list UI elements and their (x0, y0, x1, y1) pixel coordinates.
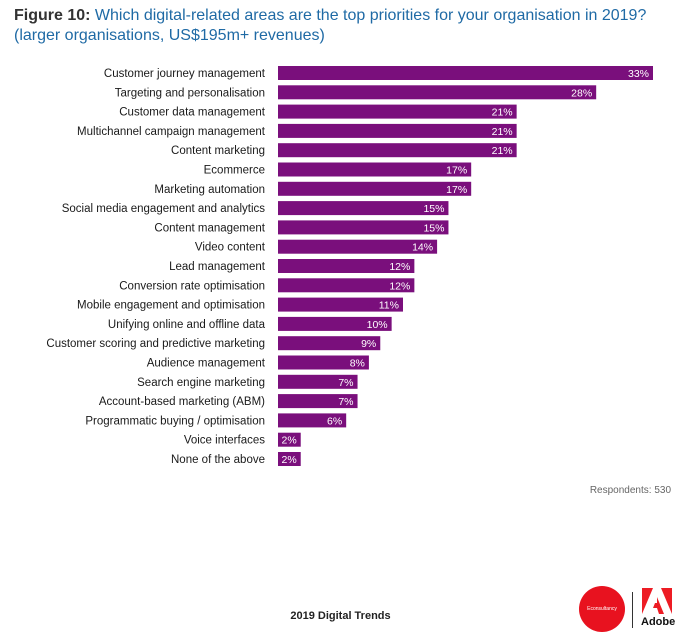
bar (278, 104, 517, 119)
value-label: 6% (327, 415, 342, 427)
category-label: Video content (195, 242, 266, 254)
value-label: 21% (492, 145, 513, 157)
value-label: 7% (338, 396, 353, 408)
bar (278, 259, 415, 273)
value-label: 10% (367, 319, 388, 331)
bar (278, 413, 347, 428)
bar (278, 220, 449, 235)
value-label: 15% (423, 222, 444, 234)
figure-subtitle: (larger organisations, US$195m+ revenues… (14, 27, 325, 44)
bar (278, 85, 597, 100)
value-label: 12% (389, 280, 410, 292)
logo-divider (632, 592, 633, 628)
bar (278, 336, 381, 351)
econsultancy-logo: Econsultancy (579, 586, 625, 632)
bar (278, 374, 358, 389)
category-label: Customer journey management (104, 68, 266, 80)
category-label: Social media engagement and analytics (62, 203, 266, 215)
respondents-note: Respondents: 530 (589, 485, 671, 496)
bar (278, 316, 392, 331)
value-label: 33% (628, 68, 649, 80)
value-label: 8% (350, 358, 365, 370)
bar (278, 143, 517, 158)
value-label: 11% (379, 300, 399, 312)
category-label: Programmatic buying / optimisation (85, 415, 265, 427)
value-label: 9% (361, 338, 376, 350)
category-label: Search engine marketing (137, 377, 265, 389)
bar (278, 201, 449, 216)
category-label: Marketing automation (154, 184, 265, 196)
category-label: Conversion rate optimisation (119, 280, 265, 292)
figure-label: Figure 10: (14, 7, 91, 24)
bar (278, 432, 301, 447)
chart-title: Figure 10: Which digital-related areas a… (14, 6, 674, 46)
category-label: Targeting and personalisation (115, 87, 265, 99)
bar (278, 239, 438, 254)
value-label: 7% (338, 377, 353, 389)
category-label: Customer scoring and predictive marketin… (46, 338, 265, 350)
bar (278, 66, 653, 80)
bar-chart: Customer journey management 33% Targeting … (46, 66, 653, 466)
category-label: Voice interfaces (184, 435, 265, 447)
category-label: Multichannel campaign management (77, 126, 266, 138)
bar (278, 278, 415, 293)
category-label: Content marketing (171, 145, 265, 157)
category-label: Customer data management (119, 107, 266, 119)
bar (278, 123, 517, 138)
value-label: 14% (412, 242, 433, 254)
bar (278, 355, 369, 370)
category-label: Account-based marketing (ABM) (99, 396, 265, 408)
value-label: 12% (389, 261, 410, 273)
adobe-logo-text: Adobe (641, 616, 676, 628)
value-label: 17% (446, 184, 467, 196)
bar (278, 162, 472, 177)
bar (278, 452, 301, 466)
bar (278, 181, 472, 196)
category-label: Content management (154, 222, 265, 234)
category-label: None of the above (171, 454, 265, 466)
value-label: 15% (423, 203, 444, 215)
category-label: Audience management (147, 358, 266, 370)
value-label: 17% (446, 165, 467, 177)
bar (278, 297, 403, 312)
value-label: 2% (282, 454, 297, 466)
econsultancy-logo-text: Econsultancy (587, 606, 617, 612)
value-label: 28% (571, 87, 592, 99)
adobe-logo-icon (642, 588, 672, 614)
figure-question: Which digital-related areas are the top … (94, 7, 647, 24)
bar (278, 394, 358, 409)
category-label: Ecommerce (204, 165, 265, 177)
category-label: Lead management (169, 261, 266, 273)
report-footer: 2019 Digital Trends (290, 610, 391, 622)
category-label: Mobile engagement and optimisation (77, 300, 265, 312)
value-label: 21% (492, 107, 513, 119)
value-label: 21% (492, 126, 513, 138)
category-label: Unifying online and offline data (108, 319, 266, 331)
value-label: 2% (282, 435, 297, 447)
